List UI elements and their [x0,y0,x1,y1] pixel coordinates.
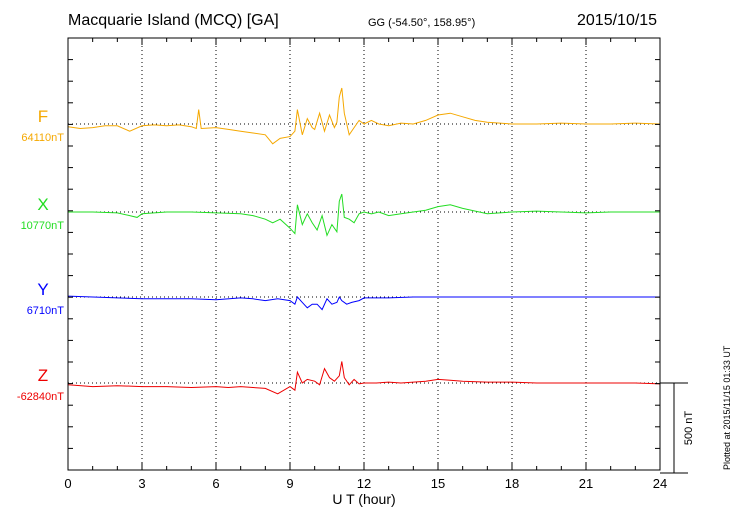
series-y-label: Y [37,280,48,299]
x-tick-label: 3 [138,476,145,491]
x-tick-label: 21 [579,476,593,491]
scale-bar: 500 nT [660,382,695,474]
x-tick-label: 18 [505,476,519,491]
x-tick-label: 15 [431,476,445,491]
series-x-label: X [37,195,48,214]
series-z-baseline: -62840nT [17,391,64,403]
x-tick-label: 9 [286,476,293,491]
series-z-label: Z [38,366,48,385]
series-z-line [67,361,661,395]
x-tick-label: 12 [357,476,371,491]
series-group: F 64110nT X 10770nT Y 6710nT Z -62840nT [17,87,661,403]
grid [68,38,660,470]
x-axis-label: U T (hour) [332,491,395,507]
series-f-line [67,87,661,145]
scale-bar-label: 500 nT [683,411,695,446]
series-f-baseline: 64110nT [21,132,64,144]
series-y-line [67,295,660,311]
series-f-label: F [38,107,48,126]
plotted-note: Plotted at 2015/11/15 01:33 UT [722,345,730,470]
series-x-baseline: 10770nT [21,220,65,232]
date: 2015/10/15 [577,12,658,29]
x-tick-label: 0 [64,476,71,491]
series-y-baseline: 6710nT [27,305,65,317]
x-tick-label: 24 [653,476,667,491]
x-axis: 0 3 6 9 12 15 18 21 24 [64,38,667,491]
series-x-line [68,193,660,237]
x-tick-label: 6 [212,476,219,491]
coordinates: GG (-54.50°, 158.95°) [368,17,476,29]
page-title: Macquarie Island (MCQ) [GA] [68,12,279,29]
